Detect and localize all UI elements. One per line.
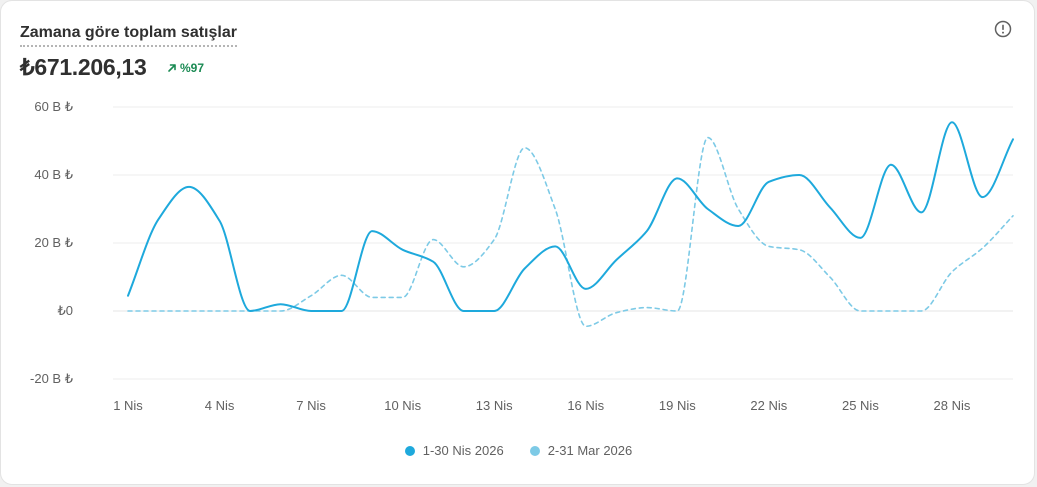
info-circle-icon[interactable] [994,20,1012,38]
x-tick-label: 22 Nis [750,398,787,413]
legend-label-previous: 2-31 Mar 2026 [547,443,633,458]
legend-dot-previous [529,445,540,456]
x-tick-label: 16 Nis [567,398,604,413]
series-line-previous [127,136,1014,328]
card-title[interactable]: Zamana göre toplam satışlar [20,23,237,47]
x-tick-label: 28 Nis [934,398,971,413]
change-badge: %97 [167,61,204,75]
y-tick-label: 60 B ₺ [34,99,73,114]
chart-legend: 1-30 Nis 2026 2-31 Mar 2026 [1,443,1036,458]
sales-line-chart: 60 B ₺ 40 B ₺ 20 B ₺ ₺0 -20 B ₺ 1 Nis 4 Nis 7 N… [30,99,1014,413]
x-tick-label: 25 Nis [842,398,879,413]
legend-label-current: 1-30 Nis 2026 [422,443,504,458]
x-tick-label: 4 Nis [205,398,235,413]
arrow-up-right-icon [168,64,176,72]
series-line-current [127,121,1014,312]
y-tick-label: 20 B ₺ [34,235,73,250]
total-sales-value: ₺671.206,13 [20,54,147,80]
legend-dot-current [404,445,415,456]
y-tick-label: 40 B ₺ [34,167,73,182]
legend-item-current[interactable]: 1-30 Nis 2026 [404,443,504,458]
y-tick-label: ₺0 [57,303,73,318]
x-tick-label: 13 Nis [476,398,513,413]
x-tick-label: 19 Nis [659,398,696,413]
legend-item-previous[interactable]: 2-31 Mar 2026 [529,443,633,458]
x-tick-label: 1 Nis [113,398,143,413]
x-tick-label: 7 Nis [296,398,326,413]
y-tick-label: -20 B ₺ [30,371,73,386]
x-tick-label: 10 Nis [384,398,421,413]
change-percent: %97 [180,61,205,75]
